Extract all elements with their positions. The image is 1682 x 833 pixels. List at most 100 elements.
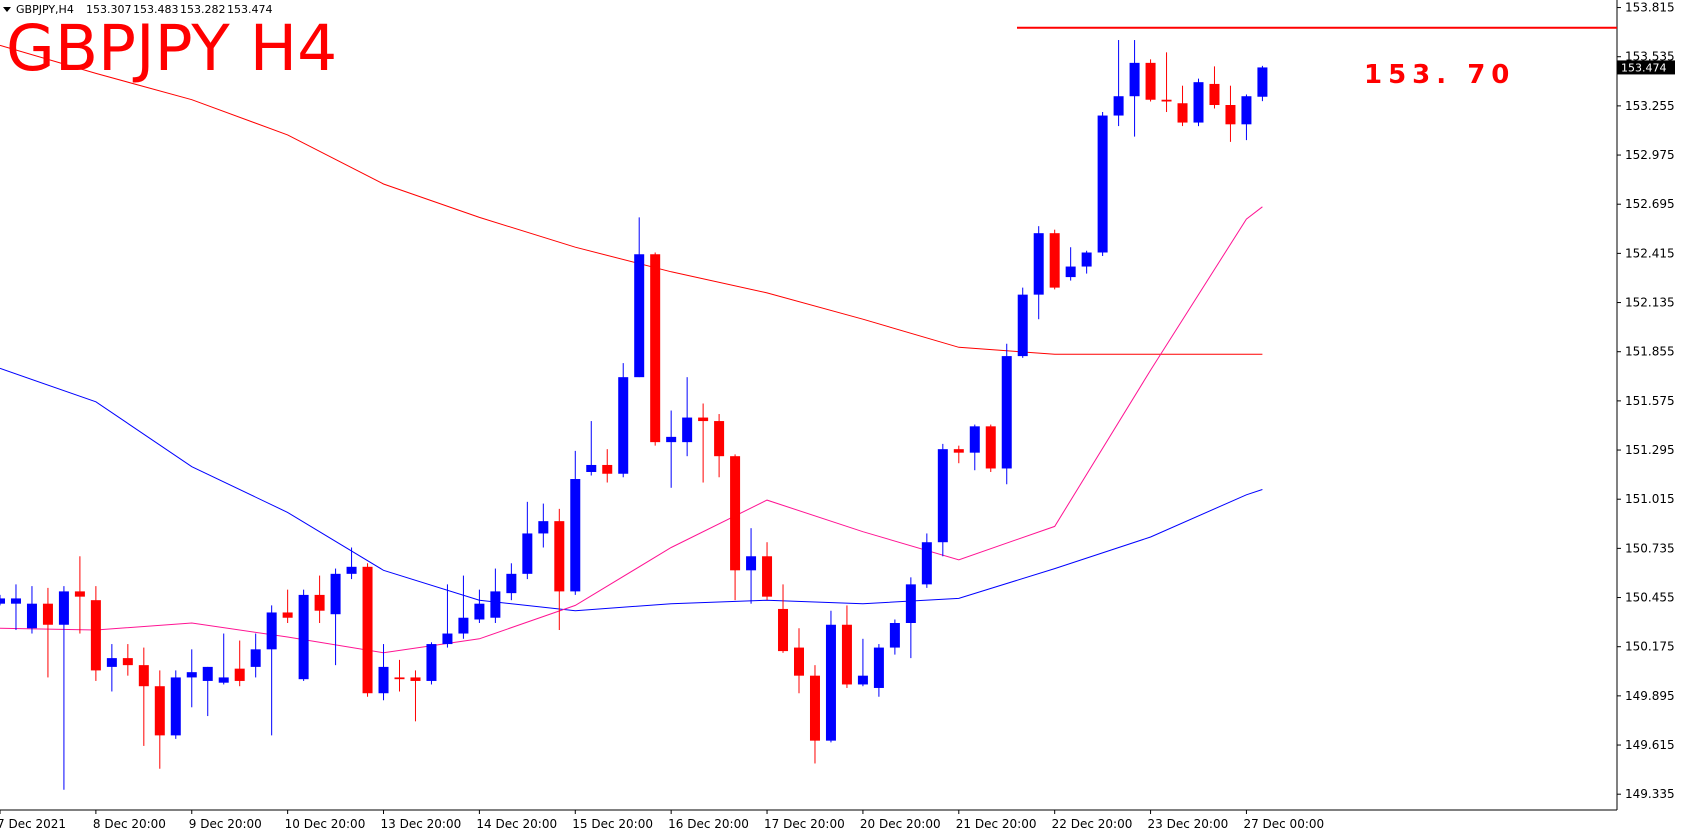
candle-body <box>1033 233 1044 295</box>
candle-body <box>1097 115 1108 253</box>
candle-body <box>714 421 725 457</box>
y-tick-label: 150.175 <box>1625 640 1675 654</box>
x-tick-label: 15 Dec 20:00 <box>572 817 653 831</box>
candle-body <box>1001 356 1012 469</box>
x-tick-label: 14 Dec 20:00 <box>476 817 557 831</box>
candle-body <box>857 675 868 685</box>
candle-body <box>650 254 661 443</box>
x-tick-label: 8 Dec 20:00 <box>93 817 166 831</box>
moving-average <box>0 44 1263 355</box>
candle-body <box>666 436 677 443</box>
candle-body <box>170 677 181 736</box>
x-tick-label: 27 Dec 00:00 <box>1243 817 1324 831</box>
candle-body <box>314 594 325 611</box>
candle-body <box>1145 62 1156 100</box>
candle-body <box>298 594 309 680</box>
candle-body <box>26 603 37 629</box>
candle-body <box>378 666 389 694</box>
candle-body <box>0 598 5 604</box>
candle-body <box>202 666 213 681</box>
candle-body <box>1129 62 1140 97</box>
chart-title: GBPJPY H4 <box>6 12 337 85</box>
candle-body <box>250 649 261 667</box>
candle-body <box>138 665 149 687</box>
candle-body <box>985 426 996 469</box>
candle-body <box>282 612 293 618</box>
candle-body <box>825 624 836 741</box>
candle-body <box>1161 99 1172 102</box>
y-tick-label: 149.895 <box>1625 689 1675 703</box>
candle-body <box>58 591 69 625</box>
candle-body <box>426 644 437 681</box>
candle-body <box>1049 233 1060 288</box>
y-tick-label: 151.015 <box>1625 492 1675 506</box>
candle-body <box>746 556 757 571</box>
candle-body <box>1241 96 1252 125</box>
candle-body <box>762 556 773 597</box>
moving-average <box>0 367 1263 612</box>
moving-average <box>0 206 1263 654</box>
candle-body <box>905 584 916 623</box>
x-tick-label: 20 Dec 20:00 <box>860 817 941 831</box>
candle-body <box>586 464 597 472</box>
candle-body <box>873 647 884 688</box>
candle-body <box>1113 96 1124 116</box>
candle-body <box>921 542 932 585</box>
ohlc-low: 153.282 <box>180 3 226 16</box>
candle-body <box>1065 266 1076 278</box>
candle-body <box>682 417 693 443</box>
candle-body <box>490 591 501 618</box>
y-tick-label: 152.415 <box>1625 246 1675 260</box>
candle-body <box>698 417 709 422</box>
candle-body <box>969 426 980 453</box>
candle-body <box>618 377 629 474</box>
candle-body <box>362 566 373 694</box>
y-tick-label: 151.575 <box>1625 394 1675 408</box>
y-tick-label: 151.295 <box>1625 443 1675 457</box>
candle-body <box>106 658 117 667</box>
candle-body <box>570 479 581 592</box>
y-tick-label: 153.815 <box>1625 1 1675 15</box>
x-tick-label: 17 Dec 20:00 <box>764 817 845 831</box>
y-tick-label: 150.455 <box>1625 591 1675 605</box>
candle-body <box>841 624 852 685</box>
candle-body <box>346 566 357 574</box>
candle-body <box>266 612 277 650</box>
resistance-label: 153. 70 <box>1364 60 1515 90</box>
candle-body <box>554 521 565 592</box>
ohlc-high: 153.483 <box>133 3 179 16</box>
candle-body <box>730 456 741 571</box>
candle-body <box>74 591 85 597</box>
candle-body <box>122 658 133 666</box>
y-tick-label: 153.255 <box>1625 99 1675 113</box>
candle-body <box>90 600 101 671</box>
candle-body <box>778 608 789 652</box>
candle-body <box>330 573 341 615</box>
candle-body <box>234 668 245 681</box>
y-tick-label: 149.615 <box>1625 738 1675 752</box>
x-tick-label: 9 Dec 20:00 <box>189 817 262 831</box>
candle-body <box>442 633 453 645</box>
candle-body <box>474 603 485 620</box>
candle-body <box>538 521 549 534</box>
x-tick-label: 22 Dec 20:00 <box>1052 817 1133 831</box>
x-tick-label: 21 Dec 20:00 <box>956 817 1037 831</box>
candle-body <box>602 464 613 474</box>
candle-body <box>953 449 964 453</box>
candle-body <box>937 449 948 543</box>
price-box-label: 153.474 <box>1621 61 1667 74</box>
candle-body <box>1081 252 1092 267</box>
y-tick-label: 151.855 <box>1625 345 1675 359</box>
candle-body <box>218 677 229 683</box>
candle-body <box>634 254 645 378</box>
candle-body <box>809 675 820 741</box>
candle-body <box>42 603 53 625</box>
y-tick-label: 150.735 <box>1625 541 1675 555</box>
candle-body <box>10 598 21 604</box>
x-tick-label: 7 Dec 2021 <box>0 817 66 831</box>
y-tick-label: 152.695 <box>1625 197 1675 211</box>
candle-body <box>1177 103 1188 123</box>
y-tick-label: 152.975 <box>1625 148 1675 162</box>
